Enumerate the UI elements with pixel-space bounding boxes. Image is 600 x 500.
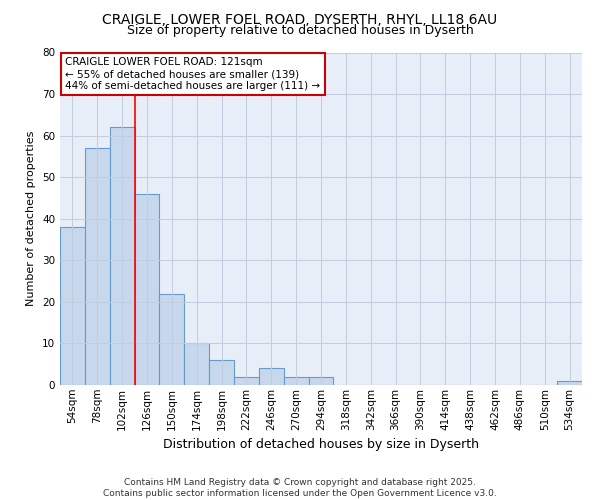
Bar [184, 344, 209, 385]
Bar [160, 294, 184, 385]
Bar [259, 368, 284, 385]
Bar [134, 194, 160, 385]
Text: CRAIGLE, LOWER FOEL ROAD, DYSERTH, RHYL, LL18 6AU: CRAIGLE, LOWER FOEL ROAD, DYSERTH, RHYL,… [103, 12, 497, 26]
Bar [60, 227, 85, 385]
Bar [85, 148, 110, 385]
Y-axis label: Number of detached properties: Number of detached properties [26, 131, 37, 306]
Bar [557, 381, 582, 385]
Text: Contains HM Land Registry data © Crown copyright and database right 2025.
Contai: Contains HM Land Registry data © Crown c… [103, 478, 497, 498]
Text: Size of property relative to detached houses in Dyserth: Size of property relative to detached ho… [127, 24, 473, 37]
Bar [284, 376, 308, 385]
Bar [209, 360, 234, 385]
Bar [234, 376, 259, 385]
Text: CRAIGLE LOWER FOEL ROAD: 121sqm
← 55% of detached houses are smaller (139)
44% o: CRAIGLE LOWER FOEL ROAD: 121sqm ← 55% of… [65, 58, 320, 90]
X-axis label: Distribution of detached houses by size in Dyserth: Distribution of detached houses by size … [163, 438, 479, 451]
Bar [308, 376, 334, 385]
Bar [110, 128, 134, 385]
